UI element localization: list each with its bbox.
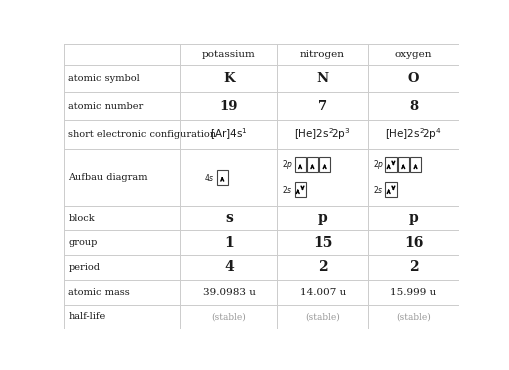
Text: half-life: half-life [68,312,105,322]
Text: (stable): (stable) [211,312,246,322]
Text: potassium: potassium [202,50,256,59]
Text: $2s$: $2s$ [373,184,383,195]
Text: $2p$: $2p$ [372,158,383,171]
Text: period: period [68,263,100,272]
Text: $\rm [He]2s^{2}\!2p^4$: $\rm [He]2s^{2}\!2p^4$ [384,127,441,142]
Text: 19: 19 [219,100,238,112]
Bar [397,158,408,172]
Bar [216,170,228,185]
Text: 15.999 u: 15.999 u [390,288,436,297]
Text: group: group [68,238,98,247]
Text: Aufbau diagram: Aufbau diagram [68,173,148,182]
Text: p: p [317,211,327,225]
Text: $4s$: $4s$ [204,172,215,183]
Bar [385,158,396,172]
Text: s: s [224,211,233,225]
Text: short electronic configuration: short electronic configuration [68,130,216,139]
Text: nitrogen: nitrogen [300,50,345,59]
Text: 8: 8 [408,100,417,112]
Text: oxygen: oxygen [394,50,432,59]
Text: 15: 15 [313,236,332,250]
Text: $2s$: $2s$ [282,184,293,195]
Text: N: N [316,72,328,85]
Text: 2: 2 [408,260,417,275]
Text: block: block [68,213,95,222]
Text: $2p$: $2p$ [281,158,293,171]
Bar [319,158,329,172]
Text: 1: 1 [223,236,234,250]
Text: K: K [223,72,234,85]
Text: p: p [408,211,417,225]
Text: atomic number: atomic number [68,101,144,111]
Text: 7: 7 [318,100,327,112]
Text: $\rm [He]2s^{2}\!2p^3$: $\rm [He]2s^{2}\!2p^3$ [294,127,350,142]
Text: (stable): (stable) [305,312,340,322]
Text: 2: 2 [317,260,327,275]
Bar [409,158,420,172]
Text: 4: 4 [223,260,234,275]
Text: atomic symbol: atomic symbol [68,74,140,83]
Bar [294,182,305,197]
Text: (stable): (stable) [395,312,430,322]
Text: 39.0983 u: 39.0983 u [202,288,255,297]
Text: atomic mass: atomic mass [68,288,130,297]
Bar [385,182,396,197]
Text: O: O [407,72,418,85]
Text: 16: 16 [403,236,422,250]
Text: $\rm [Ar]4s^1$: $\rm [Ar]4s^1$ [210,127,247,142]
Bar [306,158,317,172]
Text: 14.007 u: 14.007 u [299,288,345,297]
Bar [294,158,305,172]
